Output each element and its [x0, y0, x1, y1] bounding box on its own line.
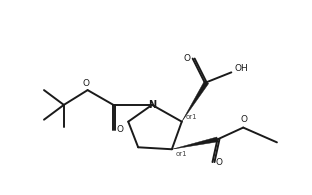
Text: or1: or1: [176, 151, 188, 157]
Text: N: N: [148, 100, 156, 110]
Polygon shape: [182, 81, 209, 122]
Text: O: O: [183, 54, 190, 63]
Text: OH: OH: [234, 64, 248, 73]
Text: O: O: [117, 125, 124, 134]
Text: O: O: [82, 79, 89, 88]
Text: or1: or1: [186, 114, 197, 120]
Text: O: O: [216, 158, 223, 167]
Text: O: O: [241, 115, 248, 124]
Polygon shape: [172, 137, 218, 149]
